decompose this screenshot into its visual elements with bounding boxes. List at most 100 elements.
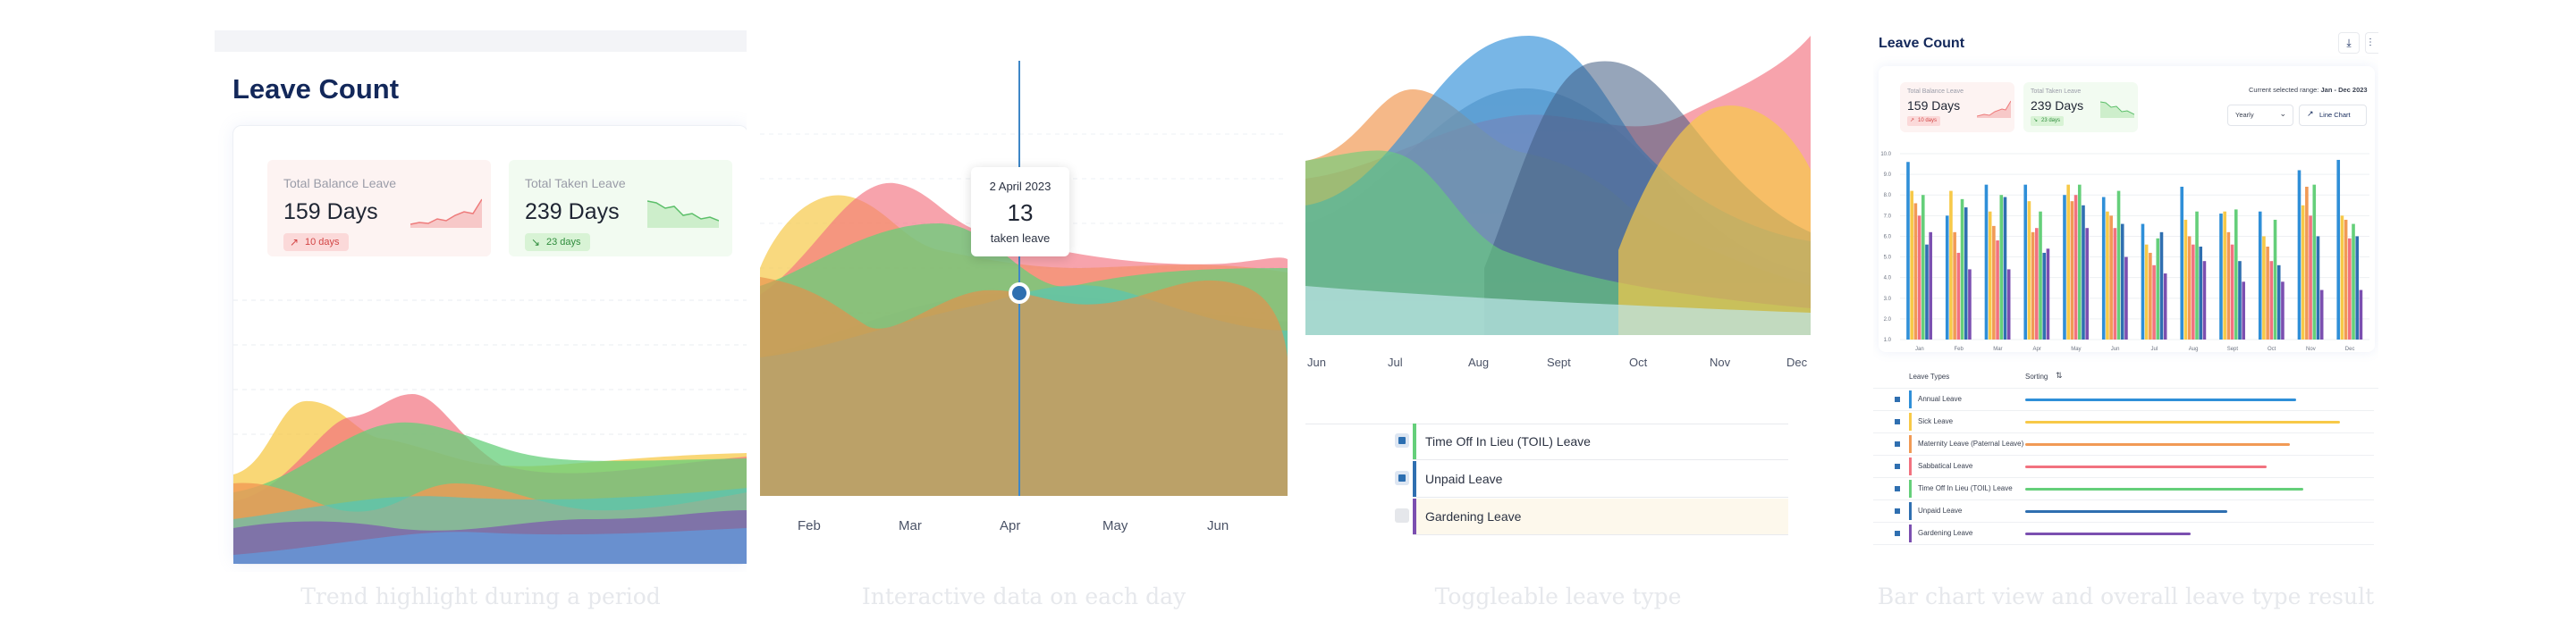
balance-label: Total Balance Leave — [1907, 88, 1964, 95]
leave-type-checkbox[interactable] — [1895, 441, 1900, 447]
balance-value: 159 Days — [1907, 98, 1961, 113]
bar — [2281, 281, 2285, 340]
leave-type-row[interactable]: Sick Leave — [1873, 411, 2374, 433]
caption-trend: Trend highlight during a period — [300, 583, 661, 609]
taken-stat-card[interactable]: Total Taken Leave 239 Days ↘ 23 days — [509, 160, 732, 256]
leave-type-row[interactable]: Unpaid Leave — [1873, 500, 2374, 523]
bar — [1964, 207, 1968, 340]
more-icon[interactable]: ⋮ — [2365, 32, 2378, 54]
area-yellow — [1618, 105, 1811, 340]
caption-interactive: Interactive data on each day — [861, 583, 1187, 609]
legend-color-bar — [1413, 499, 1416, 534]
leave-type-checkbox[interactable] — [1895, 464, 1900, 469]
legend-checkbox[interactable] — [1395, 471, 1409, 485]
legend-checkbox[interactable] — [1395, 508, 1409, 523]
leave-type-color-bar — [1909, 480, 1912, 498]
leave-type-label: Maternity Leave (Paternal Leave) — [1918, 440, 2024, 448]
balance-badge: ↗ 10 days — [283, 233, 349, 251]
bar — [2266, 247, 2269, 340]
leave-type-label: Sabbatical Leave — [1918, 462, 1973, 470]
bar — [2199, 247, 2203, 340]
x-tick-label: Apr — [2032, 347, 2040, 352]
legend-color-bar — [1413, 461, 1416, 497]
x-tick-label: May — [2071, 347, 2081, 352]
bar — [2082, 205, 2085, 340]
legend-row-toil[interactable]: Time Off In Lieu (TOIL) Leave — [1395, 424, 1788, 460]
y-tick-label: 8.0 — [1884, 193, 1892, 198]
sort-icon[interactable]: ⇅ — [2056, 371, 2063, 380]
leave-type-label: Gardening Leave — [1918, 529, 1973, 537]
leave-type-label: Annual Leave — [1918, 395, 1962, 403]
bar — [2348, 238, 2352, 340]
bar — [2305, 186, 2309, 340]
leave-type-row[interactable]: Maternity Leave (Paternal Leave) — [1873, 433, 2374, 456]
legend-checkbox[interactable] — [1395, 433, 1409, 448]
leave-type-row[interactable]: Sabbatical Leave — [1873, 456, 2374, 478]
leave-type-checkbox[interactable] — [1895, 397, 1900, 402]
leave-type-label: Unpaid Leave — [1918, 507, 1963, 515]
period-select[interactable]: Yearly ⌄ — [2227, 105, 2293, 126]
bar-chart: 1.0 2.0 3.0 4.0 5.0 6.0 7.0 8.0 9.0 10.0 Jan Feb Mar… — [1880, 152, 2369, 352]
balance-stat-card[interactable]: Total Balance Leave 159 Days ↗ 10 days — [1900, 82, 2014, 132]
leave-type-checkbox[interactable] — [1895, 508, 1900, 514]
leave-type-checkbox[interactable] — [1895, 419, 1900, 424]
bar — [2355, 236, 2360, 340]
bar — [2116, 190, 2121, 340]
area-blue — [233, 528, 747, 564]
trend-up-icon: ↗ — [290, 236, 300, 248]
bar — [2262, 236, 2266, 340]
bar — [2035, 228, 2039, 340]
leave-type-row[interactable]: Time Off In Lieu (TOIL) Leave — [1873, 478, 2374, 500]
bar-chart-panel: Leave Count ⤓ ⋮ Total Balance Leave 159 … — [1873, 0, 2378, 572]
tooltip-value: 13 — [1007, 199, 1034, 226]
bar — [2340, 215, 2344, 340]
x-label: Apr — [1000, 518, 1021, 533]
area-teal — [1305, 286, 1811, 340]
bar — [2312, 184, 2317, 340]
top-bar — [215, 30, 747, 52]
area-orange — [760, 277, 1288, 496]
bar — [2344, 219, 2348, 340]
bar — [1984, 184, 1989, 340]
bar — [2159, 231, 2164, 340]
x-tick-label: Nov — [2306, 347, 2316, 352]
legend-label: Time Off In Lieu (TOIL) Leave — [1425, 434, 1591, 449]
chevron-down-icon: ⌄ — [2279, 109, 2286, 118]
bar — [2042, 252, 2047, 340]
bar — [1925, 244, 1929, 340]
bar — [2106, 211, 2109, 340]
bar — [2301, 205, 2305, 340]
bar — [1917, 215, 1921, 340]
leave-type-checkbox[interactable] — [1895, 486, 1900, 491]
legend-row-gardening[interactable]: Gardening Leave — [1395, 499, 1788, 535]
line-chart-label: Line Chart — [2319, 111, 2351, 119]
taken-stat-card[interactable]: Total Taken Leave 239 Days ↘ 23 days — [2023, 82, 2138, 132]
taken-sparkline — [647, 200, 719, 228]
x-tick-label: Jun — [2111, 347, 2120, 352]
leave-type-row[interactable]: Gardening Leave — [1873, 523, 2374, 545]
leave-type-label: Time Off In Lieu (TOIL) Leave — [1918, 484, 2013, 492]
page-title: Leave Count — [1879, 36, 1965, 51]
taken-badge-text: 23 days — [546, 237, 581, 248]
interactive-area-chart[interactable] — [760, 0, 1288, 572]
bar — [1949, 190, 1953, 340]
download-icon[interactable]: ⤓ — [2338, 32, 2360, 54]
bar — [2195, 211, 2199, 340]
balance-stat-card[interactable]: Total Balance Leave 159 Days ↗ 10 days — [267, 160, 491, 256]
line-chart-button[interactable]: ↗ Line Chart — [2299, 105, 2367, 126]
leave-type-row[interactable]: Annual Leave — [1873, 389, 2374, 411]
bar — [1996, 240, 1999, 340]
bar — [2258, 211, 2262, 340]
x-tick-label: Jan — [1915, 347, 1924, 352]
leave-type-result-bar — [2025, 488, 2303, 491]
leave-type-result-bar — [2025, 466, 2267, 468]
legend-row-unpaid[interactable]: Unpaid Leave — [1395, 461, 1788, 498]
bar — [2183, 219, 2188, 340]
leave-type-checkbox[interactable] — [1895, 531, 1900, 536]
legend-label: Gardening Leave — [1425, 509, 1522, 524]
leave-type-result-bar — [2025, 533, 2191, 535]
x-label: Dec — [1786, 356, 1808, 369]
bar — [2149, 252, 2152, 340]
y-tick-label: 5.0 — [1884, 256, 1892, 261]
bar — [2156, 238, 2160, 340]
